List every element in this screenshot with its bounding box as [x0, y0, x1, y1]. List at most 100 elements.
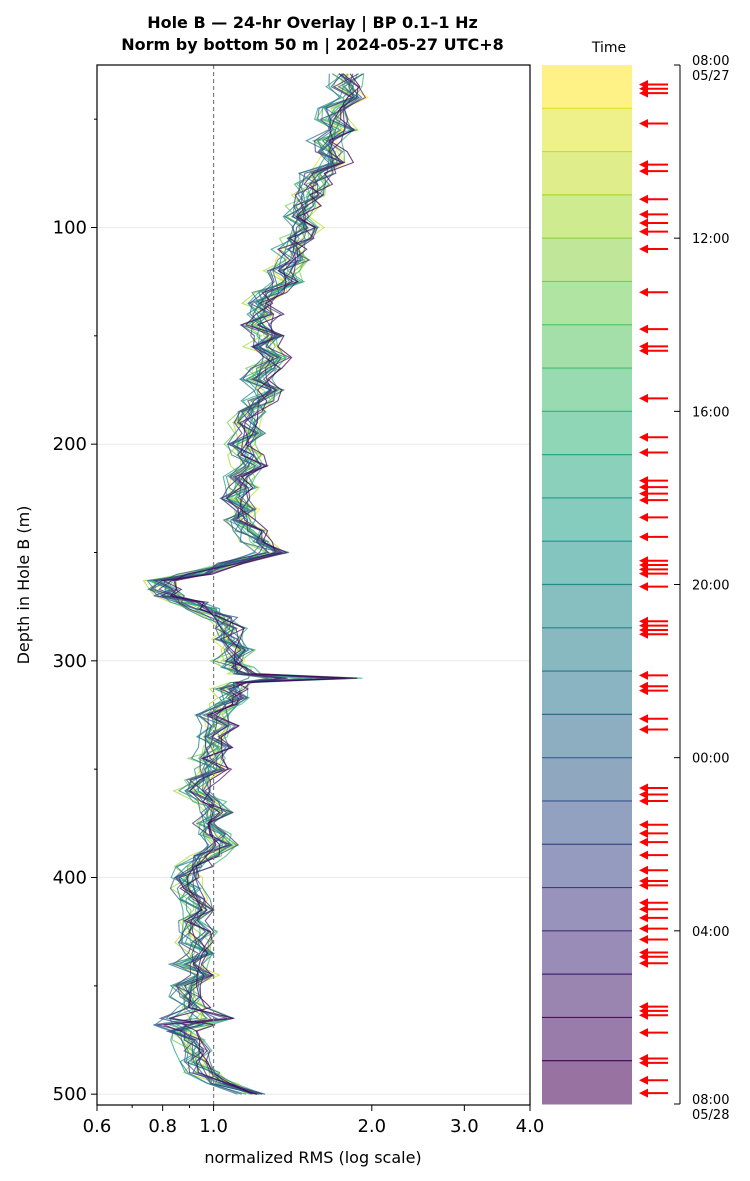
event-arrow-head [639, 629, 648, 639]
colorbar-bin [542, 714, 632, 759]
x-tick-label: 3.0 [450, 1116, 479, 1137]
event-arrow-head [639, 1010, 648, 1020]
series-line [150, 73, 363, 1095]
colorbar-bin [542, 497, 632, 542]
time-tick-label: 20:00 [692, 579, 729, 594]
event-arrow [639, 489, 668, 499]
colorbar-bin [542, 1060, 632, 1105]
colorbar-bin [542, 930, 632, 975]
colorbar-bin [542, 368, 632, 412]
x-axis-label: normalized RMS (log scale) [204, 1148, 421, 1167]
series-line [149, 73, 364, 1095]
colorbar-bin [542, 194, 632, 239]
event-arrow [639, 209, 668, 219]
event-arrow [639, 952, 668, 962]
event-arrow [639, 393, 668, 403]
chart-title-line2: Norm by bottom 50 m | 2024-05-27 UTC+8 [121, 35, 504, 54]
series-line [154, 73, 365, 1095]
event-arrow [639, 796, 668, 806]
event-arrow-head [639, 670, 648, 680]
event-arrow-head [639, 952, 648, 962]
axes: 0.6 0.8 1.0 2.0 3.0 4.0 100 200 300 400 500 [53, 118, 545, 1137]
colorbar-bin [542, 281, 632, 326]
event-arrow-head [639, 898, 648, 908]
event-arrow [639, 432, 668, 442]
event-arrow [639, 569, 668, 579]
time-tick-label: 16:00 [692, 405, 729, 420]
event-arrow [639, 789, 668, 799]
colorbar-bin [542, 887, 632, 932]
colorbar-bin [542, 151, 632, 196]
chart-title: Hole B — 24-hr Overlay | BP 0.1–1 Hz Nor… [60, 12, 565, 56]
event-arrow-head [639, 209, 648, 219]
event-arrow [639, 582, 668, 592]
event-arrow-head [639, 725, 648, 735]
event-markers [639, 79, 668, 1098]
event-arrow-head [639, 287, 648, 297]
colorbar-label: Time [591, 40, 626, 56]
plot-frame [96, 64, 531, 1106]
colorbar-bin [542, 541, 632, 585]
event-arrow-head [639, 476, 648, 486]
event-arrow [639, 686, 668, 696]
y-tick-label: 400 [53, 868, 87, 889]
event-arrow-head [639, 194, 648, 204]
event-arrow-head [639, 166, 648, 176]
event-arrow [639, 898, 668, 908]
event-arrow-head [639, 393, 648, 403]
event-arrow-head [639, 1058, 648, 1068]
event-arrow [639, 227, 668, 237]
event-arrow-head [639, 789, 648, 799]
x-tick-label: 4.0 [516, 1116, 545, 1137]
event-arrow-head [639, 489, 648, 499]
series-line [154, 73, 359, 1095]
chart-title-line1: Hole B — 24-hr Overlay | BP 0.1–1 Hz [147, 13, 478, 32]
event-arrow-head [639, 686, 648, 696]
event-arrow [639, 118, 668, 128]
event-arrow-head [639, 324, 648, 334]
event-arrow-head [639, 582, 648, 592]
event-arrow-head [639, 218, 648, 228]
event-arrow [639, 714, 668, 724]
series-line [157, 73, 359, 1095]
event-arrow [639, 166, 668, 176]
event-arrow [639, 287, 668, 297]
event-arrow [639, 1058, 668, 1068]
event-arrow [639, 476, 668, 486]
event-arrow-head [639, 447, 648, 457]
event-arrow [639, 324, 668, 334]
event-arrow [639, 88, 668, 98]
event-arrow [639, 837, 668, 847]
event-arrow [639, 865, 668, 875]
event-arrow-head [639, 482, 648, 492]
series-line [175, 73, 359, 1095]
x-tick-label: 1.0 [199, 1116, 228, 1137]
colorbar-bin [542, 411, 632, 456]
series-line [160, 73, 361, 1095]
colorbar-bin [542, 627, 632, 672]
x-tick-label: 0.8 [148, 1116, 177, 1137]
event-arrow [639, 913, 668, 923]
colorbar-bin [542, 844, 632, 889]
event-arrow [639, 194, 668, 204]
event-arrow-head [639, 88, 648, 98]
event-arrow [639, 934, 668, 944]
event-arrow-head [639, 934, 648, 944]
series-line [157, 73, 355, 1095]
time-tick-label: 08:00 [692, 54, 729, 69]
event-arrow-head [639, 714, 648, 724]
event-arrow-head [639, 820, 648, 830]
event-arrow-head [639, 160, 648, 170]
grid-lines [97, 227, 530, 1095]
event-arrow-head [639, 346, 648, 356]
event-arrow-head [639, 512, 648, 522]
event-arrow [639, 820, 668, 830]
event-arrow-head [639, 837, 648, 847]
x-tick-label: 2.0 [357, 1116, 386, 1137]
event-arrow [639, 160, 668, 170]
event-arrow-head [639, 783, 648, 793]
series-line [153, 73, 353, 1095]
event-arrow-head [639, 924, 648, 934]
y-tick-label: 200 [53, 434, 87, 455]
event-arrow [639, 495, 668, 505]
